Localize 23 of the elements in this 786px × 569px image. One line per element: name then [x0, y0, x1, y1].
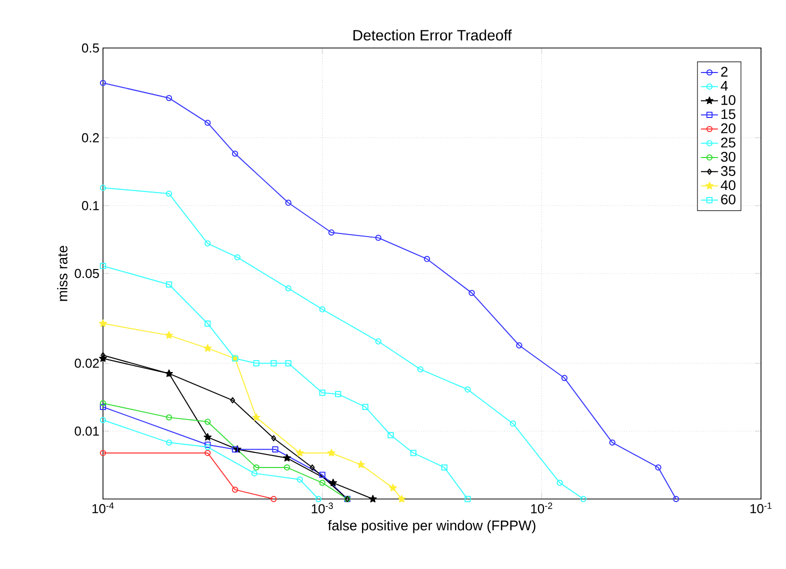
legend-label: 25 — [721, 138, 736, 148]
legend-label: 40 — [720, 180, 736, 190]
y-tick-label: 0.02 — [74, 358, 99, 368]
y-tick-label: 0.01 — [74, 426, 99, 436]
y-tick-label: 0.05 — [74, 268, 99, 278]
x-tick-label: 10$^{-2}$ — [531, 502, 552, 514]
legend-label: 4 — [720, 81, 728, 91]
chart-title: Detection Error Tradeoff — [353, 30, 512, 40]
legend-label: 2 — [721, 66, 728, 77]
x-tick-label: 10$^{-3}$ — [312, 502, 333, 514]
legend-label: 15 — [722, 109, 736, 120]
legend-label: 10 — [722, 95, 736, 105]
y-tick-label: 0.2 — [82, 133, 99, 142]
y-tick-label: 0.1 — [82, 201, 99, 210]
legend-label: 20 — [721, 123, 736, 134]
x-tick-label: 10$^{-4}$ — [92, 502, 114, 514]
y-axis-title: miss rate — [57, 246, 68, 301]
y-tick-label: 0.5 — [82, 43, 99, 53]
x-axis-title: false positive per window (FPPW) — [328, 520, 536, 534]
legend-label: 60 — [721, 194, 736, 204]
x-tick-label: 10$^{-1}$ — [750, 502, 772, 514]
legend-label: 35 — [720, 166, 736, 176]
legend-label: 30 — [720, 152, 736, 162]
